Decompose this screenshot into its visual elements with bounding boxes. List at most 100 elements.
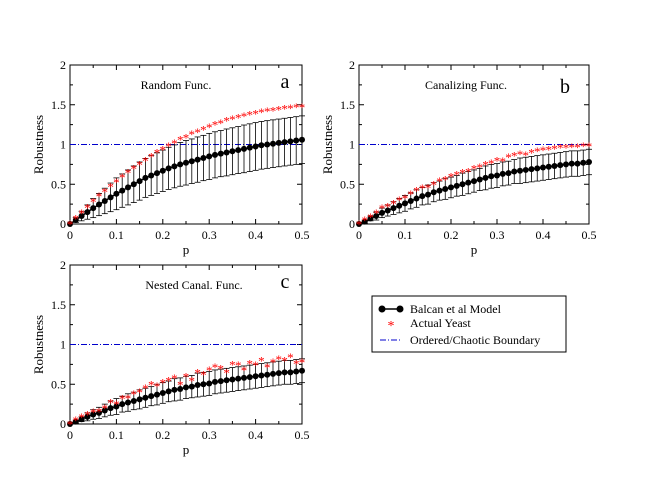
y-axis-label: Robustness xyxy=(31,315,46,374)
model-point xyxy=(281,369,288,376)
model-point xyxy=(119,187,126,194)
model-point xyxy=(200,381,207,388)
model-point xyxy=(142,174,149,181)
model-point xyxy=(568,160,575,167)
yeast-point: * xyxy=(160,376,167,391)
model-point xyxy=(299,136,305,143)
panel-b: 0 0.1 0.2 0.3 0.4 0.5 0 0.5 1 1.5 2 p Robustness Cana… xyxy=(320,58,597,257)
yeast-point: * xyxy=(113,397,120,412)
model-point xyxy=(275,139,282,146)
yeast-point: * xyxy=(200,368,207,383)
model-point xyxy=(356,221,362,227)
yeast-point: * xyxy=(356,217,363,232)
yeast-point: * xyxy=(131,387,138,402)
yeast-point: * xyxy=(171,371,178,386)
yeast-point: * xyxy=(511,149,518,164)
yeast-point: * xyxy=(494,153,501,168)
model-point xyxy=(194,382,201,389)
y-tick-label: 2 xyxy=(60,58,66,72)
yeast-point: * xyxy=(431,177,438,192)
x-tick-label: 0.1 xyxy=(109,428,124,442)
model-point xyxy=(171,163,178,170)
yeast-point: * xyxy=(258,353,265,368)
yeast-point: * xyxy=(385,200,392,215)
yeast-point: * xyxy=(177,377,184,392)
yeast-point: * xyxy=(189,127,196,142)
model-point xyxy=(183,159,189,166)
yeast-point: * xyxy=(183,130,190,145)
yeast-point: * xyxy=(218,361,225,376)
model-point xyxy=(96,201,102,208)
y-tick-label: 1.5 xyxy=(51,298,66,312)
model-point xyxy=(413,195,420,202)
yeast-point: * xyxy=(125,165,132,180)
yeast-point: * xyxy=(200,122,207,137)
yeast-point: * xyxy=(413,184,420,199)
model-point xyxy=(494,172,500,179)
model-point xyxy=(101,197,108,204)
model-point xyxy=(488,173,495,180)
model-point xyxy=(212,151,218,158)
y-axis-label: Robustness xyxy=(320,115,335,174)
legend-entry-model: Balcan et al Model xyxy=(378,302,502,316)
yeast-point: * xyxy=(528,145,535,160)
model-point xyxy=(154,391,160,398)
yeast-point: * xyxy=(96,189,103,204)
yeast-point: * xyxy=(136,385,143,400)
model-point xyxy=(293,368,300,375)
yeast-point: * xyxy=(252,358,259,373)
yeast-point: * xyxy=(78,410,85,425)
yeast-point: * xyxy=(396,193,403,208)
yeast-point: * xyxy=(569,140,576,155)
model-point xyxy=(125,399,131,406)
model-point xyxy=(96,409,102,416)
yeast-point: * xyxy=(281,102,288,117)
model-point xyxy=(130,181,137,188)
model-point xyxy=(177,386,184,393)
y-tick-label: 1 xyxy=(60,338,66,352)
model-point xyxy=(252,373,259,380)
legend-boundary-label: Ordered/Chaotic Boundary xyxy=(410,333,540,347)
yeast-point: * xyxy=(113,175,120,190)
legend-yeast-marker: * xyxy=(388,319,395,334)
model-point xyxy=(287,369,294,376)
yeast-point: * xyxy=(165,139,172,154)
model-point xyxy=(557,162,564,169)
legend-model-label: Balcan et al Model xyxy=(410,302,502,316)
series-yeast: ****************************************… xyxy=(356,139,593,232)
yeast-point: * xyxy=(276,352,283,367)
x-tick-label: 0.4 xyxy=(248,228,263,242)
model-point xyxy=(148,172,155,179)
model-point xyxy=(299,367,305,374)
model-point xyxy=(580,159,587,166)
yeast-point: * xyxy=(482,157,489,172)
yeast-point: * xyxy=(459,165,466,180)
legend: Balcan et al Model * Actual Yeast Ordere… xyxy=(371,295,567,353)
yeast-point: * xyxy=(586,139,593,154)
x-tick-label: 0.5 xyxy=(295,428,310,442)
yeast-point: * xyxy=(270,103,277,118)
model-point xyxy=(142,394,149,401)
model-point xyxy=(367,215,374,222)
yeast-point: * xyxy=(448,169,455,184)
yeast-point: * xyxy=(136,157,143,172)
yeast-point: * xyxy=(293,100,300,115)
model-point xyxy=(471,178,477,185)
panel-letter: a xyxy=(281,71,290,93)
model-point xyxy=(165,165,172,172)
x-tick-label: 0.1 xyxy=(109,228,124,242)
yeast-point: * xyxy=(252,106,259,121)
model-point xyxy=(270,370,276,377)
panel-letter: c xyxy=(281,271,290,293)
yeast-point: * xyxy=(534,144,541,159)
yeast-point: * xyxy=(102,401,109,416)
legend-entry-yeast: * Actual Yeast xyxy=(388,316,472,334)
yeast-point: * xyxy=(264,104,271,119)
yeast-point: * xyxy=(276,103,283,118)
model-point xyxy=(101,407,108,414)
yeast-point: * xyxy=(425,180,432,195)
yeast-point: * xyxy=(270,355,277,370)
x-axis-label: p xyxy=(471,242,478,257)
model-point xyxy=(522,166,529,173)
model-point xyxy=(241,145,247,152)
